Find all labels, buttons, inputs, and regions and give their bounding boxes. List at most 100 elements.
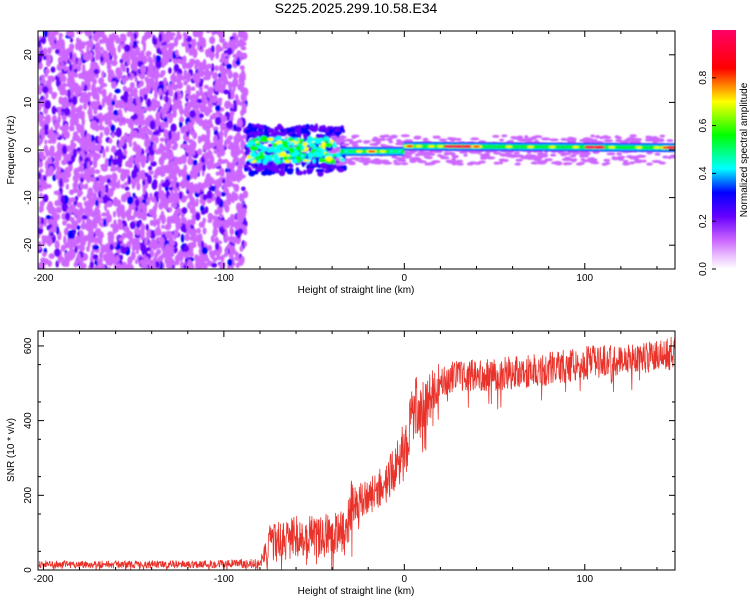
spectrogram-cell [62,220,67,226]
spectrogram-cell [80,152,86,158]
spectrogram-cell [255,142,261,146]
spectrogram-cell [139,259,144,265]
spectrogram-cell [133,210,139,218]
spectrogram-cell [80,136,85,145]
spectrogram-cell [108,92,113,98]
spectrogram-cell [531,135,536,139]
spectrogram-cell [181,207,188,215]
spectrogram-cell [89,146,95,152]
spectrogram-cell [197,66,202,76]
spectrogram-cell [182,195,188,200]
spectrogram-cell [176,31,180,38]
spectrogram-cell [75,42,79,51]
spectrogram-cell [255,156,259,162]
spectrogram-cell [166,113,171,119]
spectrogram-cell [130,35,135,44]
spectrogram-cell [353,140,359,144]
spectrogram-cell [252,138,260,141]
spectrogram-cell [188,252,194,258]
spectrogram-cell [60,194,65,205]
spectrogram-cell [41,252,47,257]
spectrogram-cell [103,218,107,227]
spectrogram-cell [337,168,345,173]
spectrogram-cell [195,114,199,124]
spectrogram-cell [181,61,187,70]
spectrogram-cell [240,46,247,51]
spectrogram-cell [134,65,138,72]
spectrogram-cell [210,214,216,220]
spectrogram-cell [51,91,57,100]
spectrogram-cell [122,52,128,58]
spectrogram-cell [161,44,167,54]
spectrogram-cell [176,81,183,90]
spectrogram-cell [142,89,149,95]
spectrogram-cell [439,156,450,160]
spectrogram-cell [120,34,127,43]
spectrogram-cell [415,145,423,148]
spectrogram-cell [101,212,108,217]
spectrogram-cell [279,165,285,171]
spectrogram-cell [187,225,191,233]
spectrogram-cell [269,157,274,161]
spectrogram-cell [226,160,230,170]
spectrogram-cell [302,159,310,162]
spectrogram-cell [231,175,238,182]
spectrogram-cell [169,35,174,41]
spectrogram-cell [106,178,112,184]
spectrogram-cell [278,169,286,177]
spectrogram-cell [629,161,635,165]
spectrogram-cell [175,181,180,189]
spectrogram-cell [582,137,592,141]
spectrogram-cell [58,32,63,38]
spectrogram-cell [42,86,49,94]
spectrogram-cell [322,165,329,170]
spectrogram-cell [50,66,56,73]
spectrogram-cell [201,93,207,103]
spectrogram-cell [214,116,222,126]
spectrogram-cell [385,137,393,141]
spectrogram-cell [145,51,151,58]
spectrogram-cell [172,196,179,204]
spectrogram-cell [40,129,46,140]
spectrogram-cell [127,175,132,185]
spectrogram-cell [189,157,194,163]
spectrogram-cell [113,242,117,248]
spectrogram-cell [188,263,195,269]
spectrogram-cell [58,255,63,261]
spectrogram-cell [501,134,508,138]
spectrogram-cell [82,196,87,201]
spectrogram-cell [161,189,165,199]
spectrogram-cell [238,214,244,224]
spectrogram-cell [169,239,175,247]
spectrogram-cell [121,193,127,203]
spectrogram-cell [210,142,217,147]
spectrogram-cell [40,74,45,81]
spectrogram-cell [393,162,402,166]
spectrogram-cell [197,45,201,51]
spectrogram-cell [110,50,117,56]
spectrogram-cell [38,85,43,95]
spectrogram-cell [44,145,49,154]
spectrogram-cell [405,151,415,155]
spectrogram-cell [128,93,132,99]
spectrogram-cell [38,54,43,64]
spectrogram-cell [38,137,43,144]
spectrogram-cell [239,65,245,71]
spectrogram-cell [50,41,56,50]
spectrogram-cell [138,170,142,180]
spectrogram-cell [117,211,121,218]
spectrogram-cell [149,77,155,88]
spectrogram-cell [219,261,225,269]
spectrogram-cell [198,221,205,228]
spectrogram-cell [56,132,60,138]
spectrogram-cell [185,147,192,154]
spectrogram-cell [129,81,135,89]
spectrogram-cell [167,232,174,241]
spectrogram-cell [622,162,628,166]
spectrogram-cell [114,103,120,109]
spectrogram-cell [302,169,307,175]
spectrogram-cell [171,137,178,143]
spectrogram-cell [183,245,190,252]
spectrogram-cell [543,159,548,163]
spectrogram-cell [111,100,116,106]
